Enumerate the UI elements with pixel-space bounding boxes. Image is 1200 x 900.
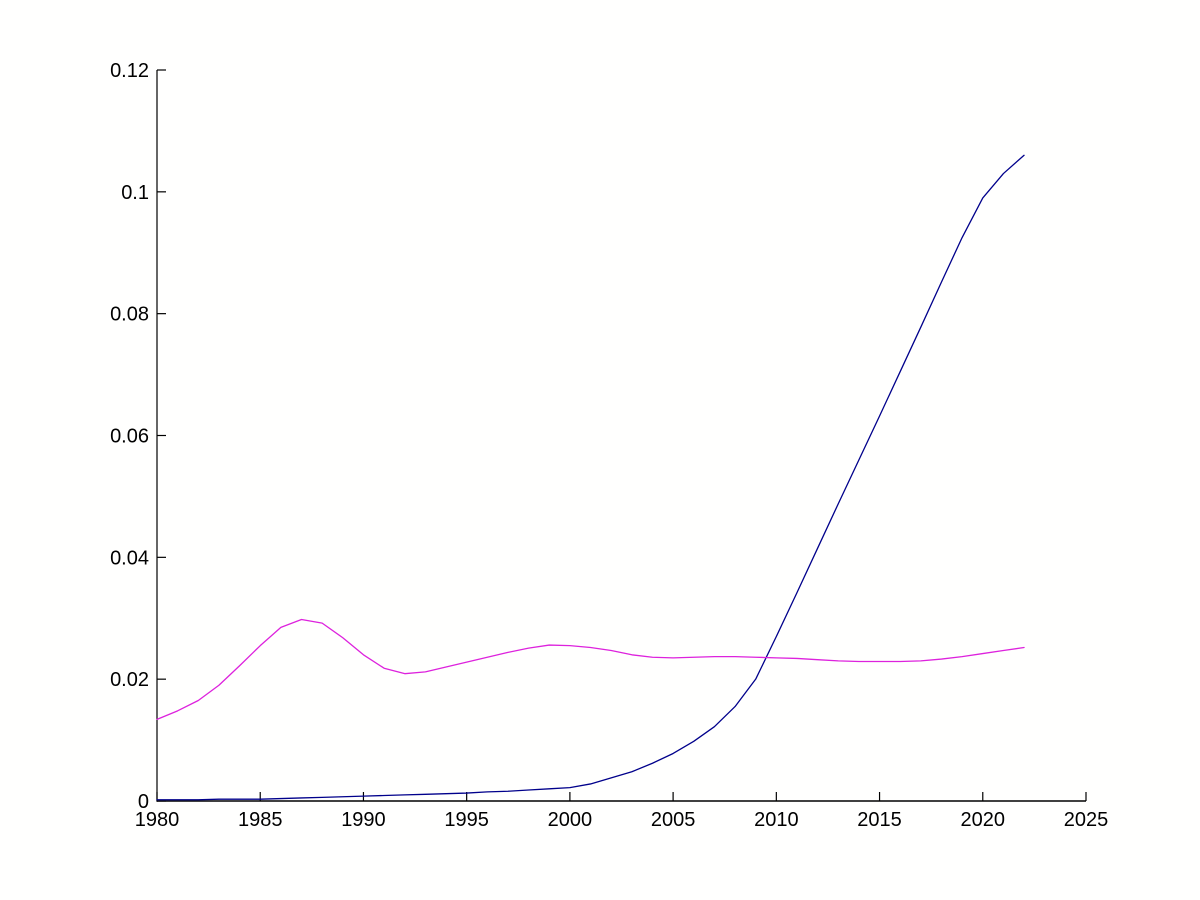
x-tick-label: 2005 [651,809,696,831]
y-tick-label: 0.04 [110,547,149,569]
y-tick-label: 0.12 [110,60,149,82]
x-tick-label: 1980 [135,809,180,831]
y-tick-label: 0.06 [110,426,149,448]
magenta-flat-series-line [156,618,1025,721]
x-tick-label: 2000 [548,809,593,831]
y-tick-label: 0 [138,791,149,813]
x-tick-label: 2010 [754,809,799,831]
y-tick-label: 0.08 [110,304,149,326]
x-tick-label: 1985 [238,809,283,831]
y-tick-label: 0.02 [110,669,149,691]
x-tick-label: 1995 [444,809,489,831]
x-tick-label: 2020 [961,809,1006,831]
x-tick-label: 2025 [1064,809,1109,831]
x-tick-label: 2015 [857,809,902,831]
dark-blue-rising-series-line [156,154,1025,801]
x-tick-label: 1990 [341,809,386,831]
y-tick-label: 0.1 [121,182,149,204]
